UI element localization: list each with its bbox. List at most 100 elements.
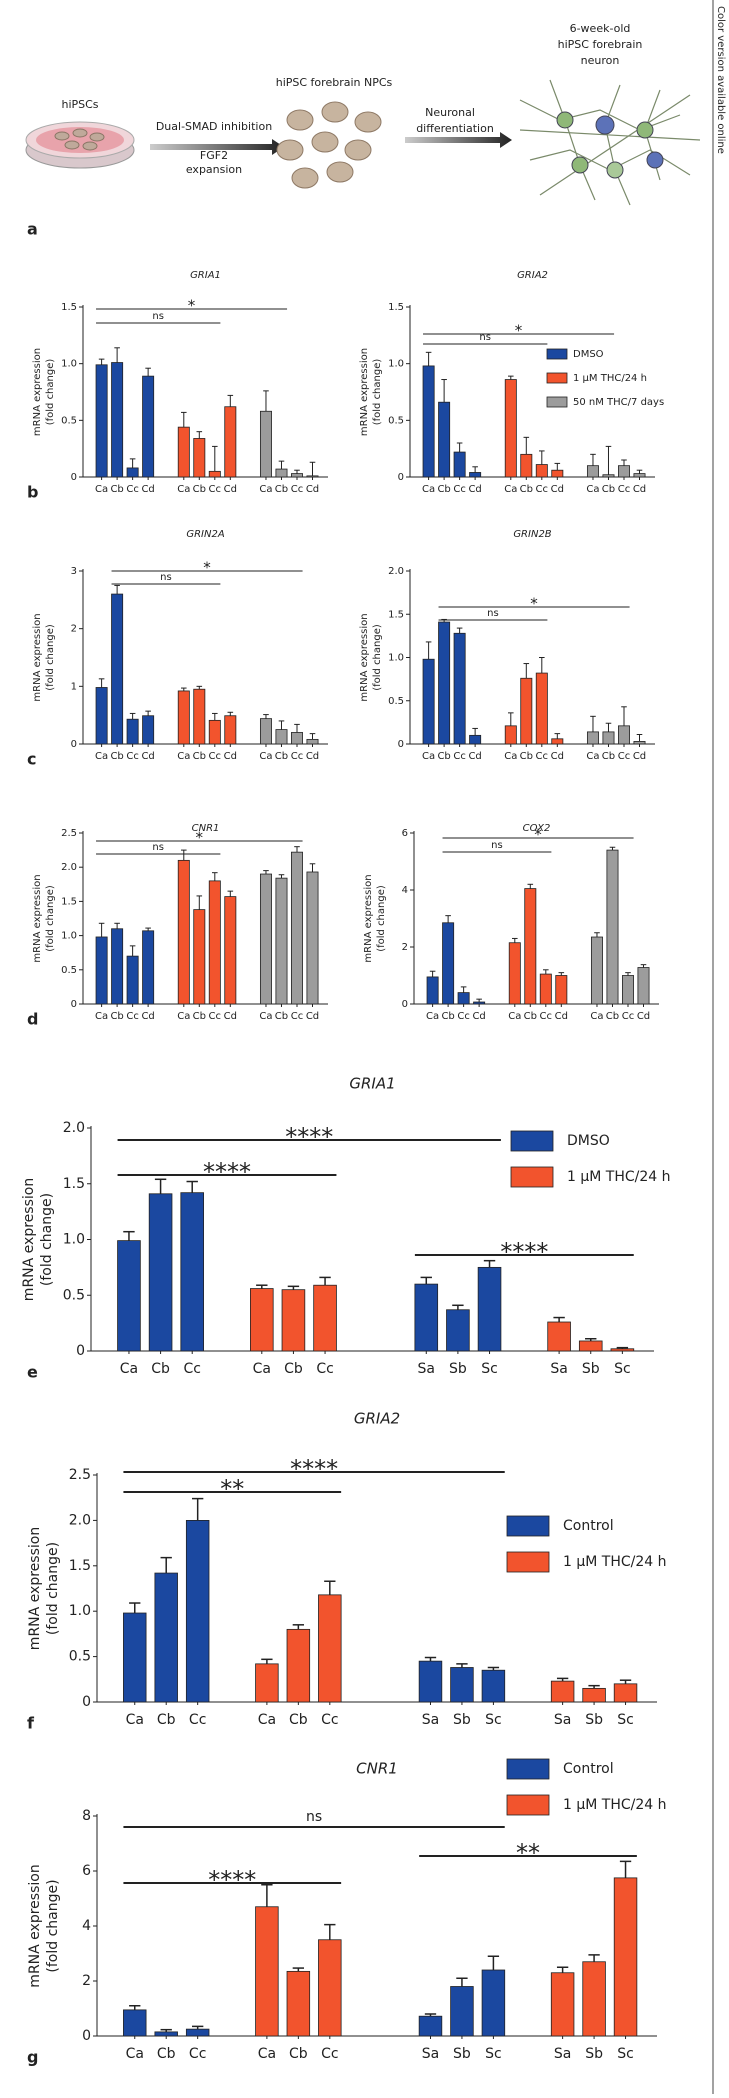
- bar: [578, 1340, 603, 1352]
- y-tick-label: 1.0: [388, 359, 404, 370]
- y-tick-label: 1.5: [61, 302, 77, 313]
- bar: [275, 877, 288, 1005]
- x-tick-label: Cd: [306, 484, 319, 495]
- bar: [610, 1348, 635, 1352]
- bar: [275, 729, 288, 745]
- bar: [142, 930, 155, 1005]
- x-tick-label: Cb: [110, 751, 123, 762]
- y-tick-label: 0: [71, 739, 77, 750]
- y-tick-label: 2.0: [388, 566, 404, 577]
- x-tick-label: Cb: [151, 1361, 170, 1377]
- bar: [154, 1572, 178, 1703]
- bar: [637, 967, 650, 1005]
- x-tick-label: Ca: [259, 751, 272, 762]
- bar: [95, 364, 108, 478]
- bar: [117, 1240, 141, 1352]
- x-tick-label: Sc: [617, 2046, 634, 2062]
- bar: [613, 1683, 638, 1703]
- x-tick-label: Cc: [622, 1011, 634, 1022]
- x-tick-label: Cb: [193, 751, 206, 762]
- x-tick-label: Cd: [306, 751, 319, 762]
- bar: [111, 593, 124, 745]
- x-tick-label: Cc: [540, 1011, 552, 1022]
- significance-label: **: [220, 1475, 244, 1503]
- bar: [535, 464, 548, 478]
- y-tick-label: 0: [82, 1694, 91, 1710]
- panel-label: a: [27, 220, 38, 239]
- y-tick-label: 2.5: [69, 1467, 91, 1483]
- x-tick-label: Cc: [189, 2046, 206, 2062]
- legend-label: 1 μM THC/24 h: [567, 1169, 671, 1185]
- bar: [154, 2031, 178, 2037]
- bar: [180, 1192, 204, 1352]
- y-axis-label: mRNA expression: [21, 1178, 37, 1301]
- x-tick-label: Cd: [141, 1011, 154, 1022]
- bar: [438, 621, 451, 745]
- significance-label: ****: [290, 1455, 338, 1483]
- bar: [177, 859, 190, 1005]
- x-tick-label: Cc: [453, 484, 465, 495]
- bar: [477, 1266, 502, 1352]
- bar: [602, 731, 615, 745]
- x-tick-label: Sc: [617, 1712, 634, 1728]
- y-tick-label: 3: [71, 566, 77, 577]
- x-tick-label: Ca: [95, 751, 108, 762]
- x-tick-label: Cc: [126, 751, 138, 762]
- x-tick-label: Cb: [275, 484, 288, 495]
- x-tick-label: Ca: [126, 2046, 144, 2062]
- bar: [286, 1628, 311, 1703]
- legend-label: Control: [563, 1761, 614, 1777]
- y-tick-label: 0.5: [69, 1649, 91, 1665]
- cells: [54, 128, 105, 151]
- panel-label: d: [27, 1010, 38, 1029]
- y-axis-label: mRNA expression: [359, 348, 370, 436]
- x-tick-label: Cc: [321, 2046, 338, 2062]
- legend-swatch: [506, 1551, 550, 1573]
- y-axis-label: (fold change): [376, 885, 387, 952]
- diagram-label: differentiation: [416, 122, 494, 135]
- chart-title: CNR1: [192, 823, 220, 834]
- x-tick-label: Cb: [289, 1712, 308, 1728]
- diagram-label: Dual-SMAD inhibition: [156, 120, 272, 133]
- x-tick-label: Sc: [485, 2046, 502, 2062]
- bar: [126, 955, 139, 1005]
- diagram-label: hiPSC forebrain: [558, 38, 643, 51]
- x-tick-label: Sa: [554, 2046, 571, 2062]
- y-axis-label: (fold change): [39, 1193, 55, 1286]
- bar: [126, 718, 139, 745]
- bar: [313, 1284, 337, 1352]
- bar: [185, 2028, 210, 2037]
- y-tick-label: 1.0: [63, 1232, 85, 1248]
- legend-swatch: [506, 1515, 550, 1537]
- bar: [318, 1939, 342, 2037]
- x-tick-label: Cb: [275, 1011, 288, 1022]
- bar: [426, 976, 439, 1005]
- y-tick-label: 1.0: [61, 359, 77, 370]
- y-tick-label: 2.0: [63, 1120, 85, 1136]
- chart-title: GRIA2: [517, 270, 548, 281]
- bar: [633, 473, 646, 478]
- bar: [550, 1972, 575, 2037]
- legend-label: 1 μM THC/24 h: [573, 373, 647, 384]
- x-tick-label: Ca: [504, 484, 517, 495]
- x-tick-label: Cb: [602, 751, 615, 762]
- x-tick-label: Cb: [110, 484, 123, 495]
- panel-label: f: [27, 1714, 35, 1733]
- bar: [259, 873, 272, 1005]
- diagram-label: hiPSC forebrain NPCs: [276, 76, 393, 89]
- neurites: [519, 79, 701, 206]
- y-axis-label: mRNA expression: [359, 613, 370, 701]
- x-tick-label: Sb: [585, 1712, 603, 1728]
- bar: [255, 1663, 279, 1703]
- y-tick-label: 0: [82, 2028, 91, 2044]
- chart-title: GRIN2A: [186, 529, 224, 540]
- y-tick-label: 2.0: [61, 862, 77, 873]
- y-tick-label: 0.5: [388, 415, 404, 426]
- bar: [422, 365, 435, 478]
- x-tick-label: Sa: [422, 1712, 439, 1728]
- x-tick-label: Ca: [258, 1712, 276, 1728]
- x-tick-label: Ca: [177, 751, 190, 762]
- x-tick-label: Cb: [441, 1011, 454, 1022]
- y-tick-label: 0: [76, 1343, 85, 1359]
- x-tick-label: Cc: [321, 1712, 338, 1728]
